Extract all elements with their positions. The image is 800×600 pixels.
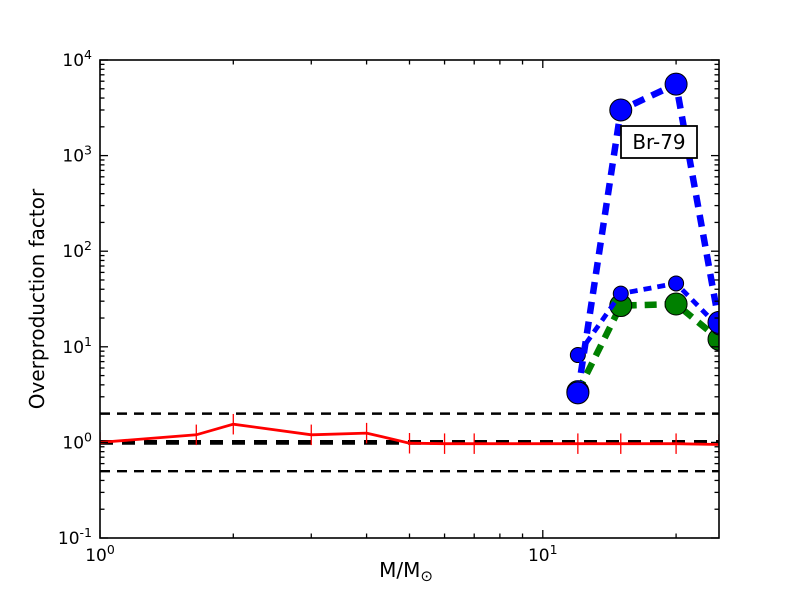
y-axis-tick-label--1: 10-1: [58, 525, 92, 549]
massive-models-blue-thick-dashed-marker: [707, 310, 719, 334]
low-mass-models-red-solid-line: [100, 422, 719, 446]
y-axis-title: Overproduction factor: [25, 188, 49, 409]
massive-models-green-dashed-line: [574, 300, 719, 394]
x-axis-title: M/M⊙: [379, 558, 433, 585]
massive-models-blue-dashdot-marker: [668, 275, 685, 292]
y-axis-tick-label-0: 100: [62, 429, 92, 453]
massive-models-green-dashed-marker: [664, 292, 688, 316]
annotation-box: [620, 125, 698, 159]
massive-models-blue-thick-dashed-marker: [664, 72, 688, 96]
massive-models-blue-thick-dashed-marker: [566, 381, 590, 405]
x-axis-tick-label-1: 101: [528, 542, 558, 566]
y-axis-tick-label-1: 101: [62, 334, 92, 358]
massive-models-blue-dashdot-line: [575, 280, 719, 357]
y-axis-tick-label-4: 104: [62, 47, 92, 71]
y-axis-tick-label-3: 103: [62, 143, 92, 167]
massive-models-blue-dashdot-marker: [612, 285, 629, 302]
annotation-label: Br-79: [632, 130, 685, 154]
x-axis-tick-label-0: 100: [85, 542, 115, 566]
y-axis-tick-label-2: 102: [62, 238, 92, 262]
series-layer: [100, 72, 719, 473]
massive-models-blue-thick-dashed-line: [574, 79, 719, 394]
massive-models-blue-thick-dashed-marker: [609, 98, 633, 122]
